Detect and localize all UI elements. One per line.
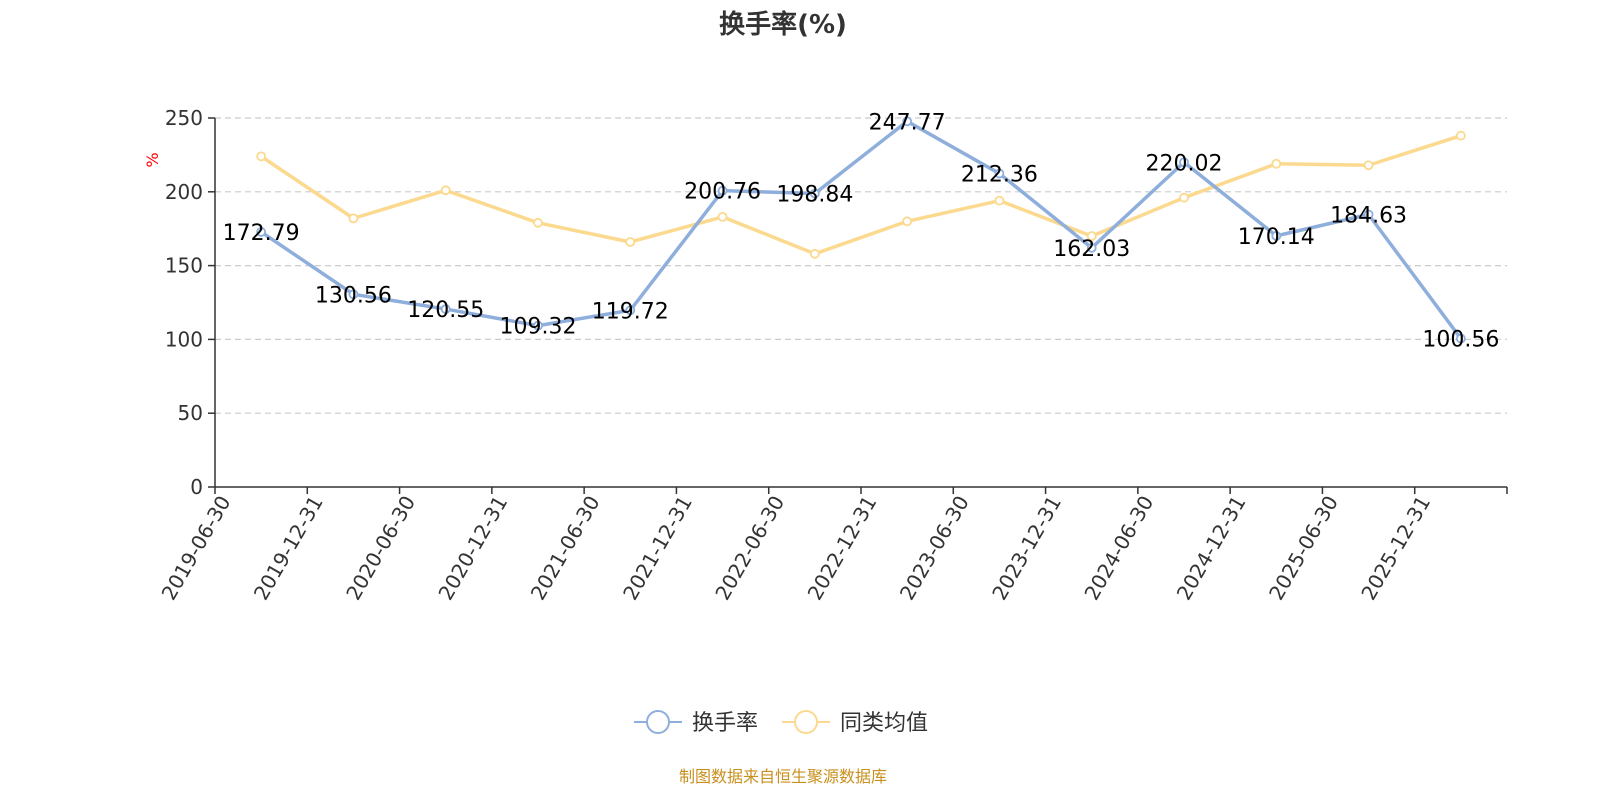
x-tick-label: 2022-06-30 <box>710 492 789 605</box>
y-tick-label: 150 <box>165 254 203 278</box>
data-label: 130.56 <box>315 283 392 308</box>
data-point <box>440 304 451 314</box>
x-tick-label: 2019-06-30 <box>157 492 236 605</box>
data-point <box>1455 130 1466 141</box>
x-tick-label: 2023-06-30 <box>895 492 974 605</box>
data-point <box>533 320 543 331</box>
data-point <box>256 227 267 237</box>
data-label: 212.36 <box>961 163 1038 188</box>
data-point <box>348 289 359 300</box>
x-tick-label: 2020-06-30 <box>341 492 420 605</box>
data-point <box>809 248 820 259</box>
data-point <box>1271 230 1282 241</box>
data-label: 120.55 <box>407 298 484 323</box>
data-point <box>1179 157 1189 168</box>
data-label: 162.03 <box>1053 237 1130 262</box>
legend[interactable]: 换手率 同类均值 <box>634 710 928 736</box>
data-label: 184.63 <box>1330 203 1407 228</box>
data-label: 220.02 <box>1146 151 1223 176</box>
data-point <box>440 185 451 196</box>
data-point <box>902 116 913 127</box>
legend-item[interactable]: 同类均值 <box>782 710 928 736</box>
x-tick-label: 2024-12-31 <box>1172 492 1251 605</box>
x-tick-label: 2024-06-30 <box>1079 492 1158 605</box>
data-point <box>1363 160 1374 171</box>
legend-label: 换手率 <box>692 711 758 736</box>
data-point <box>717 185 728 196</box>
data-label: 200.76 <box>684 180 761 205</box>
legend-marker <box>646 710 670 734</box>
legend-marker <box>794 710 818 734</box>
series-lines <box>256 116 1466 344</box>
data-point <box>994 168 1005 179</box>
data-label: 100.56 <box>1422 328 1499 353</box>
x-tick-label: 2023-12-31 <box>987 492 1066 605</box>
x-tick-label: 2021-12-31 <box>618 492 697 605</box>
y-tick-label: 0 <box>190 475 203 499</box>
data-point <box>533 217 543 228</box>
data-point <box>256 151 267 162</box>
y-tick-label: 250 <box>165 106 203 130</box>
data-point <box>625 237 636 247</box>
data-point <box>809 188 820 199</box>
data-point <box>717 211 728 222</box>
y-axis-label: % <box>143 152 162 167</box>
data-point <box>348 213 359 224</box>
data-point <box>625 305 636 316</box>
data-labels: 172.79 130.56 120.55 109.32 119.72 200.76 198.… <box>223 110 1500 352</box>
data-label: 198.84 <box>776 183 853 208</box>
series-line <box>260 134 1462 256</box>
data-point <box>1179 192 1189 203</box>
grid-lines <box>215 117 1507 414</box>
data-point <box>1086 231 1097 241</box>
chart-title: 换手率(%) <box>719 10 847 40</box>
data-label: 247.77 <box>869 110 946 135</box>
data-point <box>994 195 1005 206</box>
legend-label: 同类均值 <box>840 711 928 736</box>
data-point <box>1271 158 1282 169</box>
data-point <box>1086 242 1097 253</box>
legend-item[interactable]: 换手率 <box>634 710 758 736</box>
series-line <box>260 119 1463 340</box>
y-tick-label: 200 <box>165 180 203 204</box>
data-point <box>902 216 913 227</box>
x-tick-label: 2019-12-31 <box>249 492 328 605</box>
x-tick-label: 2025-06-30 <box>1264 492 1343 605</box>
data-label: 109.32 <box>500 315 577 340</box>
x-tick-label: 2021-06-30 <box>526 492 605 605</box>
y-tick-label: 50 <box>178 401 203 425</box>
data-label: 172.79 <box>223 221 300 246</box>
data-label: 119.72 <box>592 299 669 324</box>
source-note: 制图数据来自恒生聚源数据库 <box>678 767 887 786</box>
x-tick-label: 2025-12-31 <box>1356 492 1435 605</box>
x-tick-label: 2022-12-31 <box>803 492 882 605</box>
data-point <box>1455 333 1466 344</box>
y-tick-label: 100 <box>165 327 203 351</box>
x-tick-label: 2020-12-31 <box>433 492 512 605</box>
data-point <box>1363 209 1374 220</box>
data-label: 170.14 <box>1238 225 1315 250</box>
